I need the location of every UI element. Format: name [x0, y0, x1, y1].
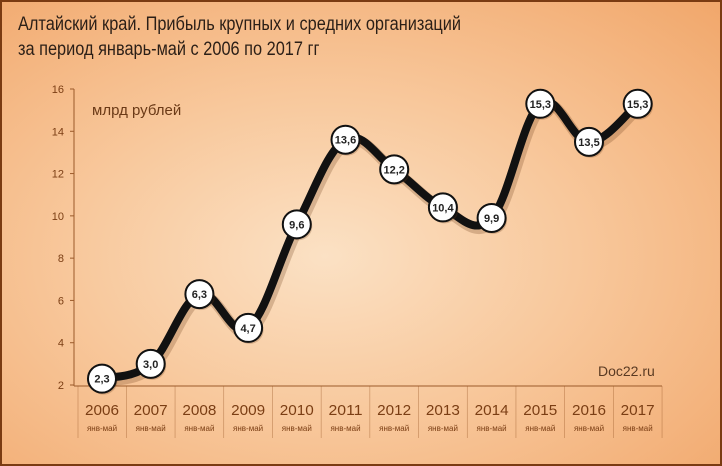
y-tick-label: 14: [52, 126, 64, 138]
data-label: 6,3: [192, 289, 207, 301]
x-period-label: янв-май: [282, 424, 312, 433]
data-point: 3,0: [135, 348, 167, 380]
chart-title-line1: Алтайский край. Прибыль крупных и средни…: [18, 14, 462, 35]
source-label: Doc22.ru: [598, 363, 655, 379]
x-period-label: янв-май: [574, 424, 604, 433]
data-series: [98, 97, 646, 388]
x-axis-ticks: 2006 янв-май 2007 янв-май 2008 янв-май 2009 янв…: [77, 386, 663, 438]
data-point: 13,5: [574, 126, 605, 158]
x-tick-label: 2006: [85, 402, 119, 419]
data-label: 3,0: [143, 359, 158, 371]
x-tick-label: 2010: [280, 402, 314, 419]
data-markers: 2,3 3,0 6,3 4,7 9,6 13,6 12,2 10,4 9,9 15,3 13,5 15…: [87, 88, 654, 395]
data-marker: [476, 202, 507, 233]
x-tick-label: 2011: [329, 402, 363, 419]
x-tick-label: 2016: [572, 402, 606, 419]
x-tick-label: 2008: [182, 402, 216, 419]
data-label: 10,4: [432, 202, 454, 214]
y-axis-label: млрд рублей: [92, 102, 181, 119]
data-marker: [622, 88, 653, 119]
y-tick-label: 16: [52, 84, 64, 96]
y-tick-label: 8: [58, 253, 64, 265]
x-tick-label: 2007: [134, 402, 168, 419]
chart-axes: [73, 89, 662, 387]
x-tick-label: 2017: [621, 402, 655, 419]
x-period-label: янв-май: [233, 424, 263, 433]
data-marker: [233, 312, 264, 343]
x-period-label: янв-май: [87, 424, 117, 433]
data-point: 4,7: [233, 312, 264, 344]
x-tick-label: 2012: [377, 402, 411, 419]
data-marker: [330, 124, 361, 155]
series-line: [98, 97, 642, 383]
data-point: 9,9: [476, 202, 508, 234]
data-point: 6,3: [184, 279, 215, 311]
data-marker: [574, 126, 604, 157]
data-marker: [135, 348, 166, 379]
x-period-label: янв-май: [379, 424, 409, 433]
x-tick-label: 2013: [426, 402, 460, 419]
y-axis-ticks: 2 4 6 8 10 12 14 16: [52, 84, 74, 392]
chart-title: Алтайский край. Прибыль крупных и средни…: [18, 12, 461, 62]
data-label: 9,9: [484, 213, 499, 225]
x-period-label: янв-май: [184, 424, 214, 433]
data-point: 9,6: [281, 209, 313, 241]
data-point: 15,3: [622, 88, 654, 120]
y-tick-label: 4: [58, 338, 64, 350]
data-marker: [379, 154, 410, 185]
y-tick-label: 6: [58, 295, 64, 307]
x-period-label: янв-май: [136, 424, 166, 433]
data-marker: [87, 363, 117, 394]
data-label: 13,6: [335, 135, 356, 147]
data-point: 12,2: [379, 154, 410, 186]
data-label: 9,6: [289, 219, 304, 231]
x-period-label: янв-май: [477, 424, 507, 433]
data-label: 13,5: [578, 137, 599, 149]
data-point: 15,3: [525, 88, 556, 120]
data-point: 10,4: [427, 192, 459, 224]
data-label: 12,2: [383, 164, 404, 176]
data-point: 2,3: [87, 363, 118, 395]
x-tick-label: 2009: [231, 402, 265, 419]
data-label: 2,3: [94, 374, 109, 386]
x-period-label: янв-май: [525, 424, 555, 433]
y-tick-label: 10: [52, 211, 64, 223]
y-tick-label: 12: [52, 169, 64, 181]
data-label: 15,3: [530, 99, 551, 111]
x-period-label: янв-май: [330, 424, 360, 433]
x-period-label: янв-май: [428, 424, 458, 433]
x-tick-label: 2015: [523, 402, 557, 419]
data-point: 13,6: [330, 124, 361, 156]
data-marker: [281, 209, 312, 240]
data-marker: [184, 279, 215, 310]
data-marker: [525, 88, 556, 119]
x-period-label: янв-май: [623, 424, 653, 433]
chart-title-line2: за период январь-май с 2006 по 2017 гг: [18, 39, 320, 60]
y-tick-label: 2: [58, 380, 64, 392]
data-label: 15,3: [627, 99, 648, 111]
data-marker: [427, 192, 458, 223]
x-tick-label: 2014: [475, 402, 509, 419]
data-label: 4,7: [240, 323, 255, 335]
